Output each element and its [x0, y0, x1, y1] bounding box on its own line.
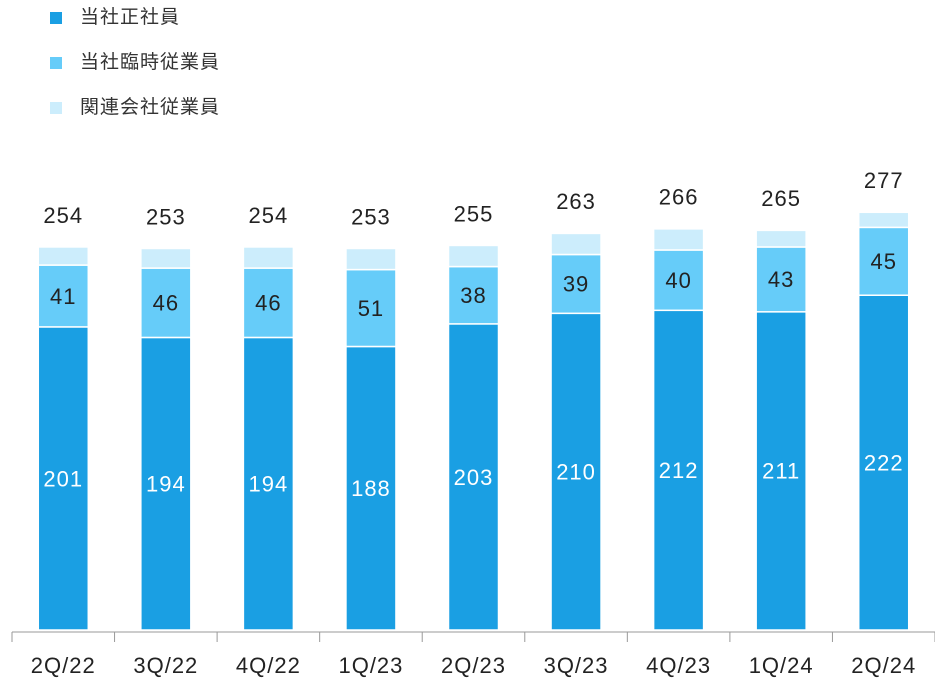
bar-segment	[345, 247, 397, 271]
value-label: 39	[563, 272, 589, 297]
x-tick-label: 1Q/23	[338, 653, 403, 678]
value-label: 51	[358, 296, 384, 321]
legend-label: 当社臨時従業員	[80, 51, 220, 73]
value-label: 45	[870, 249, 896, 274]
total-label: 254	[249, 203, 289, 228]
bar-segment	[140, 267, 192, 339]
x-tick-label: 2Q/23	[441, 653, 506, 678]
value-label: 203	[454, 465, 494, 490]
bar-segment	[755, 229, 807, 248]
total-label: 263	[556, 189, 596, 214]
x-tick-label: 4Q/22	[236, 653, 301, 678]
total-label: 253	[146, 204, 186, 229]
total-label: 254	[43, 203, 83, 228]
value-label: 41	[50, 284, 76, 309]
total-label: 255	[454, 201, 494, 226]
x-tick-label: 2Q/24	[851, 653, 916, 678]
bar-segment	[652, 228, 705, 251]
bar-segment	[37, 246, 90, 266]
bar-segment	[140, 247, 192, 269]
value-label: 212	[659, 458, 699, 483]
value-label: 210	[556, 459, 596, 484]
bar-segment	[242, 246, 295, 269]
total-label: 265	[761, 186, 801, 211]
value-label: 46	[153, 291, 179, 316]
value-label: 46	[255, 291, 281, 316]
bar-segment	[345, 268, 397, 348]
value-label: 211	[762, 459, 800, 484]
bar-segment	[345, 345, 397, 631]
legend-swatch	[50, 57, 62, 69]
bar-segment	[447, 323, 500, 631]
legend-label: 関連会社従業員	[80, 96, 220, 118]
x-tick-label: 1Q/24	[749, 653, 814, 678]
value-label: 188	[351, 476, 391, 501]
x-tick-label: 2Q/22	[31, 653, 96, 678]
value-label: 194	[249, 472, 289, 497]
value-label: 222	[864, 450, 904, 475]
bar-segment	[140, 336, 192, 631]
bar-segment	[857, 294, 910, 631]
bar-segment	[550, 253, 602, 315]
total-label: 253	[351, 204, 391, 229]
x-tick-label: 3Q/23	[544, 653, 609, 678]
bar-segment	[857, 211, 910, 229]
bar-segment	[550, 232, 602, 256]
bar-segment	[242, 267, 295, 339]
bar-segment	[447, 244, 500, 268]
value-label: 194	[146, 472, 186, 497]
bar-segment	[652, 309, 705, 631]
legend-swatch	[50, 12, 62, 24]
total-label: 266	[659, 185, 699, 210]
bar-segment	[550, 312, 602, 631]
x-tick-label: 4Q/23	[646, 653, 711, 678]
total-label: 277	[864, 168, 904, 193]
x-tick-label: 3Q/22	[133, 653, 198, 678]
legend-label: 当社正社員	[80, 6, 180, 28]
bar-segment	[447, 265, 500, 325]
legend-swatch	[50, 102, 62, 114]
bar-segment	[242, 336, 295, 631]
value-label: 40	[665, 268, 691, 293]
value-label: 201	[43, 466, 83, 491]
value-label: 38	[460, 283, 486, 308]
value-label: 43	[768, 267, 794, 292]
bar-segment	[755, 246, 807, 313]
